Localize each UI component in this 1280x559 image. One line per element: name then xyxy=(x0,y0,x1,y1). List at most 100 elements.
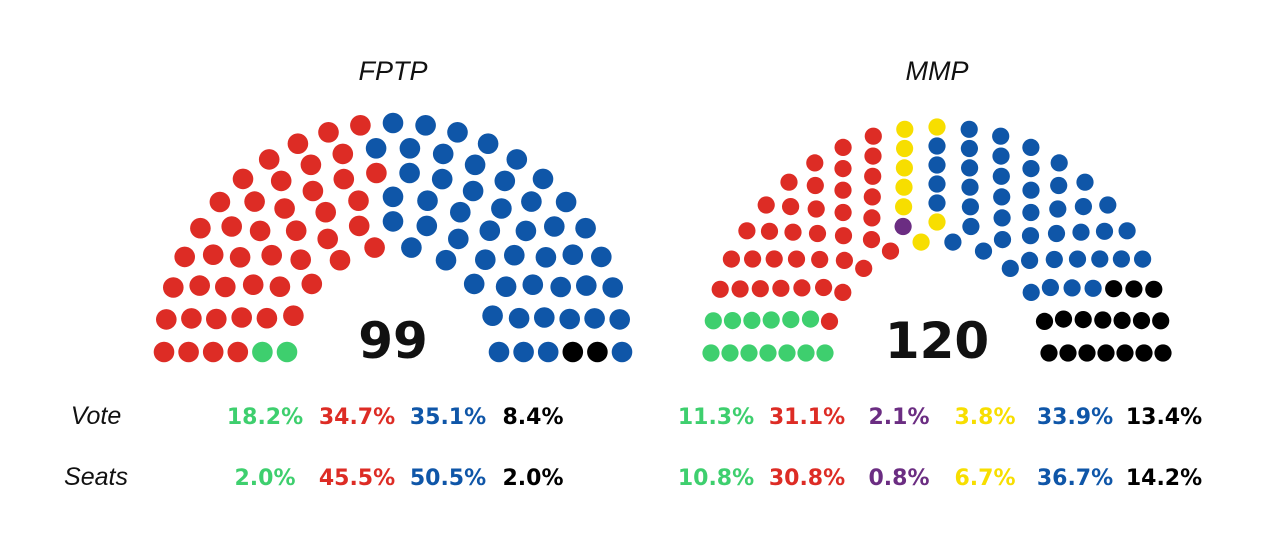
mmp-seat-dot xyxy=(1049,200,1067,218)
fptp-parliament-arc xyxy=(153,112,633,363)
mmp-seat-dot xyxy=(1084,279,1102,297)
fptp-seat-dot xyxy=(513,341,534,363)
mmp-seat-dot xyxy=(704,312,722,330)
mmp-seat-dot xyxy=(928,175,946,193)
fptp-seat-dot xyxy=(227,341,249,363)
fptp-title: FPTP xyxy=(358,56,427,86)
fptp-seat-dot xyxy=(417,190,438,211)
mmp-seats-pct: 30.8% xyxy=(769,466,845,491)
fptp-seat-dot xyxy=(521,191,542,212)
fptp-seat-dot xyxy=(382,112,404,134)
mmp-seat-dot xyxy=(928,137,946,155)
mmp-seat-dot xyxy=(960,139,979,158)
fptp-seat-dot xyxy=(462,180,484,202)
mmp-seat-dot xyxy=(864,147,882,165)
fptp-seats-pct: 2.0% xyxy=(234,466,295,491)
mmp-seat-dot xyxy=(722,250,741,268)
fptp-seat-dot xyxy=(576,275,597,296)
mmp-seat-dot xyxy=(1076,173,1094,191)
mmp-seats-pct: 36.7% xyxy=(1037,466,1113,491)
mmp-seat-dot xyxy=(1095,222,1114,240)
fptp-seat-dot xyxy=(535,246,557,268)
fptp-seat-dot xyxy=(611,341,633,363)
fptp-seat-dot xyxy=(559,308,580,330)
mmp-seat-dot xyxy=(993,231,1012,249)
fptp-seat-dot xyxy=(544,216,565,237)
mmp-seat-dot xyxy=(1113,311,1131,329)
fptp-seat-dot xyxy=(482,305,503,327)
fptp-seat-dot xyxy=(416,215,438,237)
fptp-seat-dot xyxy=(506,149,528,170)
fptp-seat-dot xyxy=(244,191,265,212)
fptp-seat-dot xyxy=(550,276,571,298)
fptp-seat-dot xyxy=(215,276,236,298)
mmp-seat-dot xyxy=(801,310,820,328)
fptp-seat-dot xyxy=(534,307,555,328)
fptp-seats-pct: 45.5% xyxy=(319,466,395,491)
mmp-seat-dot xyxy=(834,203,852,222)
fptp-seat-dot xyxy=(318,122,339,143)
mmp-seat-dot xyxy=(1021,251,1039,269)
mmp-seat-dot xyxy=(757,196,775,214)
fptp-seat-dot xyxy=(435,249,457,271)
mmp-seat-dot xyxy=(702,344,720,362)
mmp-seat-dot xyxy=(960,120,978,138)
fptp-seat-dot xyxy=(584,308,605,329)
mmp-seat-dot xyxy=(1035,312,1054,330)
mmp-seats-pct: 10.8% xyxy=(678,466,754,491)
mmp-vote-pct: 31.1% xyxy=(769,405,845,430)
mmp-seat-dot xyxy=(815,278,833,297)
mmp-seat-dot xyxy=(1074,311,1092,329)
mmp-seat-dot xyxy=(1021,227,1040,245)
mmp-seat-dot xyxy=(1063,279,1081,297)
mmp-seat-dot xyxy=(1022,181,1040,199)
mmp-seat-dot xyxy=(864,127,882,145)
fptp-seat-dot xyxy=(206,308,227,330)
fptp-seat-dot xyxy=(258,149,280,170)
fptp-seat-dot xyxy=(276,341,298,363)
fptp-seat-dot xyxy=(488,341,510,363)
mmp-vote-pct: 2.1% xyxy=(868,405,929,430)
mmp-seat-dot xyxy=(864,167,882,185)
mmp-seat-dot xyxy=(962,217,980,236)
mmp-seat-dot xyxy=(1001,259,1019,277)
fptp-seat-dot xyxy=(399,162,420,184)
fptp-seat-dot xyxy=(156,309,177,330)
fptp-seat-dot xyxy=(537,341,559,363)
fptp-seat-dot xyxy=(463,273,485,295)
fptp-vote-pct: 18.2% xyxy=(227,405,303,430)
fptp-seat-dot xyxy=(495,276,517,298)
fptp-seat-dot xyxy=(202,244,224,265)
mmp-seat-dot xyxy=(780,173,798,191)
mmp-seat-dot xyxy=(762,311,780,329)
fptp-seat-dot xyxy=(522,274,544,296)
mmp-seat-dot xyxy=(894,217,912,236)
mmp-seat-dot xyxy=(992,127,1010,145)
fptp-seat-dot xyxy=(477,133,499,154)
mmp-seat-dot xyxy=(778,344,796,362)
fptp-seat-dot xyxy=(290,249,312,270)
mmp-seat-dot xyxy=(806,176,824,195)
fptp-seats-pct: 50.5% xyxy=(410,466,486,491)
mmp-seat-dot xyxy=(807,200,825,218)
fptp-seat-dot xyxy=(163,277,184,298)
mmp-seat-dot xyxy=(1022,138,1040,156)
mmp-seat-dot xyxy=(1099,196,1117,214)
fptp-seat-dot xyxy=(587,341,608,363)
fptp-seat-dot xyxy=(302,180,324,202)
mmp-seat-dot xyxy=(928,156,946,174)
mmp-seat-dot xyxy=(1022,283,1040,301)
mmp-seat-dot xyxy=(738,222,756,240)
fptp-seat-dot xyxy=(178,341,199,363)
fptp-seat-dot xyxy=(504,244,525,266)
mmp-seat-dot xyxy=(721,344,739,362)
mmp-seat-dot xyxy=(782,311,800,329)
fptp-seats-pct: 2.0% xyxy=(502,466,563,491)
fptp-seat-dot xyxy=(562,341,584,363)
fptp-seat-dot xyxy=(332,143,354,165)
fptp-seat-dot xyxy=(401,237,422,258)
mmp-seat-dot xyxy=(1047,224,1066,243)
mmp-seat-dot xyxy=(1040,344,1058,362)
fptp-seat-dot xyxy=(242,274,264,296)
fptp-seat-dot xyxy=(464,154,486,176)
